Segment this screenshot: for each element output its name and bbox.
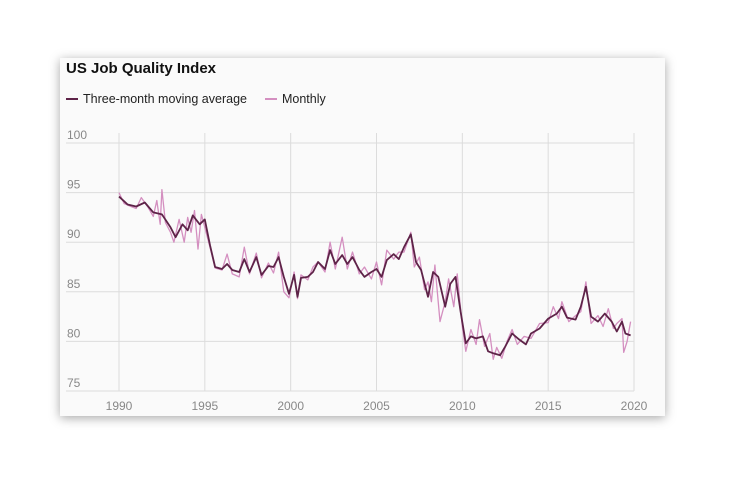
legend-swatch-monthly [264, 98, 277, 100]
x-tick-label: 2020 [621, 399, 648, 413]
chart-title: US Job Quality Index [66, 60, 217, 77]
x-tick-label: 2010 [449, 399, 476, 413]
y-tick-label: 85 [67, 277, 81, 291]
x-tick-label: 1990 [106, 399, 133, 413]
y-tick-label: 100 [67, 128, 87, 142]
x-tick-label: 2000 [277, 399, 304, 413]
legend-item-average: Three-month moving average [66, 92, 247, 106]
legend: Three-month moving average Monthly [66, 92, 344, 106]
y-tick-label: 95 [67, 178, 81, 192]
legend-label-average: Three-month moving average [83, 92, 247, 106]
legend-swatch-average [66, 98, 78, 100]
y-tick-label: 90 [67, 227, 81, 241]
chart-card: US Job Quality Index Three-month moving … [60, 58, 665, 416]
x-tick-label: 1995 [191, 399, 218, 413]
legend-label-monthly: Monthly [281, 92, 326, 106]
x-tick-label: 2015 [535, 399, 562, 413]
y-tick-label: 75 [67, 376, 81, 390]
moving-average-line [118, 195, 631, 357]
x-tick-label: 2005 [363, 399, 390, 413]
monthly-line [118, 188, 632, 360]
legend-item-monthly: Monthly [264, 92, 326, 106]
y-tick-label: 80 [67, 326, 81, 340]
